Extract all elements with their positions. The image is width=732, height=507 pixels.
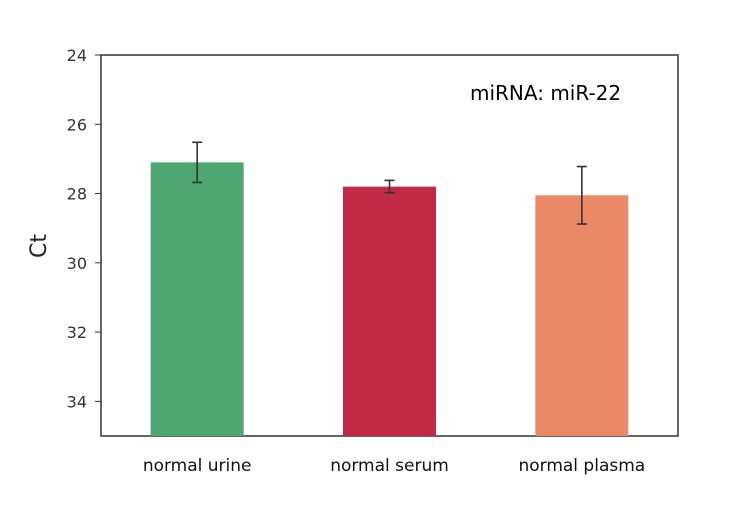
y-tick-label: 34 xyxy=(67,392,87,411)
y-tick-label: 30 xyxy=(67,254,87,273)
y-tick-label: 26 xyxy=(67,115,87,134)
error-bars-group xyxy=(192,141,587,225)
bars-group xyxy=(150,162,629,436)
y-tick-label: 24 xyxy=(67,46,87,65)
x-tick-label: normal serum xyxy=(330,456,449,476)
y-tick-label: 32 xyxy=(67,323,87,342)
y-tick-label: 28 xyxy=(67,185,87,204)
bar xyxy=(150,162,244,436)
mirna-annotation: miRNA: miR-22 xyxy=(470,81,621,105)
y-ticks-group: 24 26 28 30 32 34 xyxy=(67,46,101,411)
y-axis-label: Ct xyxy=(27,234,52,258)
x-tick-label: normal plasma xyxy=(518,456,645,476)
bar xyxy=(343,186,436,436)
bar xyxy=(535,195,629,436)
x-tick-label: normal urine xyxy=(143,456,252,476)
x-ticks-group: normal urine normal serum normal plasma xyxy=(143,456,645,476)
